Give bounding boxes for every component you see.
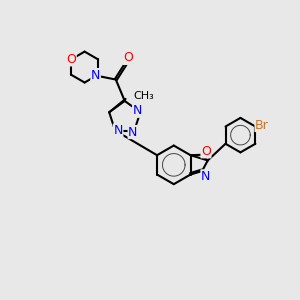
Text: CH₃: CH₃ [134, 91, 154, 101]
Text: N: N [128, 125, 137, 139]
Text: O: O [66, 53, 76, 66]
Text: O: O [201, 145, 211, 158]
Text: N: N [113, 124, 123, 137]
Text: N: N [201, 170, 210, 183]
Text: N: N [133, 104, 142, 117]
Text: Br: Br [255, 118, 269, 131]
Text: N: N [91, 69, 100, 82]
Text: O: O [123, 51, 133, 64]
